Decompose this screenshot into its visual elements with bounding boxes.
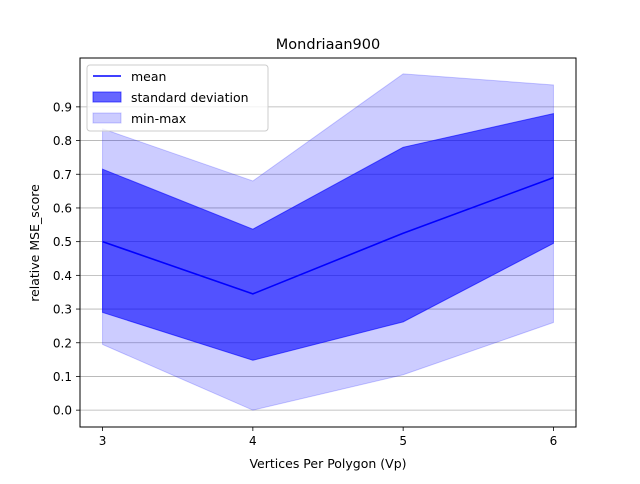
x-tick-label: 3	[99, 434, 107, 448]
legend-minmax-swatch	[92, 112, 122, 124]
legend-minmax-label: min-max	[131, 111, 186, 126]
mean-line-group	[102, 176, 554, 295]
legend-std-label: standard deviation	[131, 90, 249, 105]
y-tick-label: 0.5	[53, 235, 72, 249]
chart-title: Mondriaan900	[276, 37, 380, 53]
legend-std-swatch	[92, 91, 122, 103]
y-tick-label: 0.2	[53, 336, 72, 350]
legend-mean-label: mean	[131, 69, 166, 84]
x-tick-label: 4	[249, 434, 257, 448]
legend: mean standard deviation min-max	[86, 64, 269, 132]
x-tick-label: 6	[550, 434, 558, 448]
y-tick-label: 0.4	[53, 269, 72, 283]
y-axis-label: relative MSE_score	[27, 184, 42, 302]
x-axis-ticks: 3 4 5 6	[99, 427, 558, 448]
y-tick-label: 0.6	[53, 201, 72, 215]
y-tick-label: 0.9	[53, 100, 72, 114]
legend-frame	[86, 64, 269, 132]
y-axis-ticks: 0.0 0.1 0.2 0.3 0.4 0.5 0.6 0.7 0.8 0.9	[53, 100, 80, 418]
x-axis-label: Vertices Per Polygon (Vp)	[249, 456, 406, 471]
x-tick-label: 5	[399, 434, 407, 448]
y-tick-label: 0.3	[53, 303, 72, 317]
y-tick-label: 0.7	[53, 168, 72, 182]
y-tick-label: 0.0	[53, 404, 72, 418]
y-tick-label: 0.1	[53, 370, 72, 384]
mean-line	[102, 176, 554, 295]
plot-area-frame	[79, 57, 577, 428]
standard-deviation-band	[102, 112, 554, 361]
y-tick-label: 0.8	[53, 134, 72, 148]
bands	[102, 73, 554, 411]
